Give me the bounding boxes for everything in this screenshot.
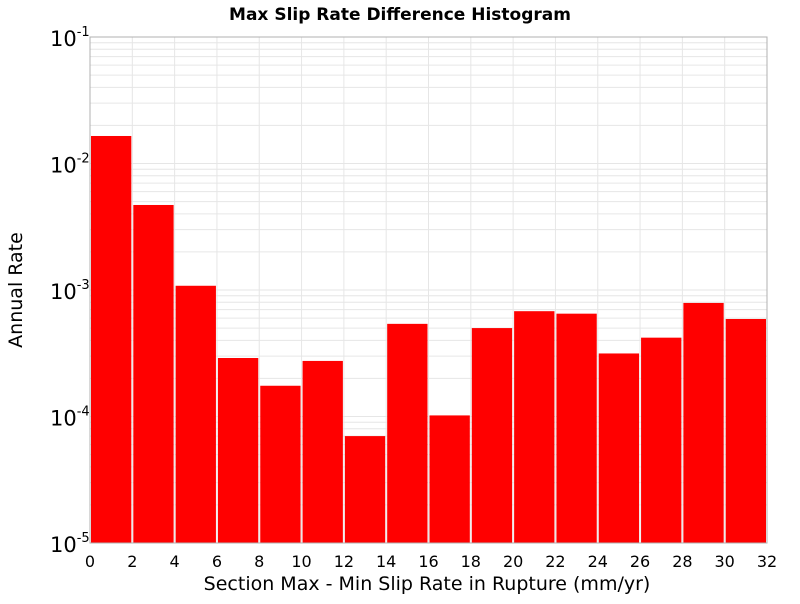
y-tick-label: 10-2 [50, 152, 90, 178]
bar [133, 204, 174, 543]
bar [641, 337, 682, 543]
x-tick-label: 2 [127, 552, 137, 571]
x-tick-label: 32 [757, 552, 777, 571]
bar [344, 436, 386, 543]
x-tick-label: 24 [588, 552, 608, 571]
x-tick-label: 30 [715, 552, 735, 571]
x-tick-label: 20 [503, 552, 523, 571]
bar [175, 285, 216, 543]
x-tick-label: 0 [85, 552, 95, 571]
bar [556, 313, 597, 543]
x-tick-label: 14 [376, 552, 396, 571]
y-tick-label: 10-1 [50, 25, 90, 51]
x-tick-label: 6 [212, 552, 222, 571]
bar [217, 358, 259, 543]
x-tick-label: 8 [254, 552, 264, 571]
bar [725, 318, 766, 543]
x-tick-label: 4 [170, 552, 180, 571]
x-tick-label: 26 [630, 552, 650, 571]
bar [91, 135, 132, 543]
x-axis-label: Section Max - Min Slip Rate in Rupture (… [204, 573, 651, 595]
x-tick-label: 16 [418, 552, 438, 571]
y-tick-label: 10-5 [50, 531, 90, 557]
bar [598, 353, 640, 543]
bar [429, 415, 470, 543]
bar [514, 311, 555, 543]
x-tick-labels: 0 2 4 6 8 10 12 14 16 18 20 22 24 26 28 30 32 [85, 552, 777, 571]
bar [387, 323, 428, 543]
plot-frame [89, 36, 768, 544]
bar [683, 302, 724, 543]
x-tick-label: 18 [461, 552, 481, 571]
bar [260, 385, 301, 543]
y-tick-labels: 10-5 10-4 10-3 10-2 10-1 [50, 25, 90, 557]
y-tick-label: 10-3 [50, 278, 90, 304]
chart-title: Max Slip Rate Difference Histogram [229, 5, 571, 25]
y-axis-label: Annual Rate [5, 232, 27, 348]
bar [302, 360, 343, 543]
x-tick-label: 28 [672, 552, 692, 571]
x-tick-label: 22 [545, 552, 565, 571]
bars [91, 135, 766, 543]
bar [471, 328, 513, 543]
x-tick-label: 12 [334, 552, 354, 571]
x-tick-label: 10 [291, 552, 311, 571]
y-tick-label: 10-4 [50, 405, 90, 431]
